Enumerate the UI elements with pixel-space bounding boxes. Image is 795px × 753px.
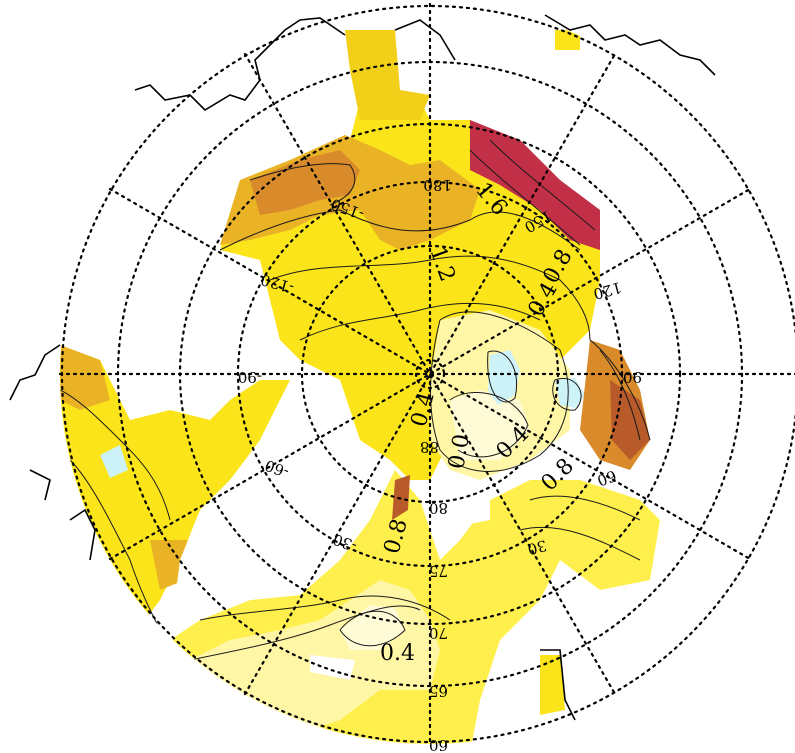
contour-lines (60, 139, 651, 661)
fill-atlantic-min (340, 605, 405, 650)
longitude-label-m90: -90 (238, 368, 262, 386)
contour-line (489, 139, 596, 231)
coastline (540, 649, 576, 721)
meridian-30 (243, 52, 617, 696)
meridian-60 (108, 187, 752, 561)
latitude-labels: 88 80 75 70 65 60 (420, 438, 448, 753)
longitude-label-90: 90 (623, 368, 642, 386)
longitude-labels: -150 180 150 -120 120 -90 90 -60 60 -30 … (238, 176, 642, 558)
coastline (134, 17, 346, 112)
coastline (9, 344, 61, 401)
contour-line (469, 149, 581, 246)
latitude-label: 65 (429, 682, 448, 700)
contour-line (552, 377, 582, 411)
coastlines (9, 14, 716, 721)
contour-label: 0.0 (444, 432, 475, 471)
contour-line (529, 495, 641, 521)
meridians (58, 2, 795, 746)
contour-line (449, 392, 529, 458)
latitude-label: 80 (429, 499, 448, 517)
contour-line (589, 339, 651, 441)
latitude-label: 70 (429, 624, 448, 642)
contour-line (69, 459, 161, 631)
contour-line (599, 349, 641, 441)
contour-line (299, 302, 541, 341)
latitude-label: 88 (420, 438, 439, 456)
meridian-120 (108, 187, 752, 561)
nodata-hole-2 (460, 490, 490, 525)
contour-line (189, 605, 421, 661)
fill-siberia-deep (250, 150, 360, 215)
latitude-label: 60 (429, 736, 448, 753)
longitude-label-60: 60 (595, 466, 619, 489)
longitude-label-30: 30 (526, 536, 549, 558)
contour-line (199, 595, 451, 621)
fill-sw-coast-deep (392, 475, 410, 520)
nodata-hole-3 (310, 655, 355, 680)
fill-top-strip (345, 30, 430, 120)
fill-top-right-dot (555, 30, 580, 50)
coastline (394, 19, 456, 61)
contour-line (219, 209, 581, 251)
contour-fill-layer (60, 30, 660, 744)
fill-west-orange (60, 345, 110, 410)
meridian-150 (243, 52, 617, 696)
contour-line (487, 350, 517, 403)
coastline (69, 508, 96, 561)
nodata-greenland (170, 370, 395, 640)
contour-line (269, 255, 591, 341)
longitude-label-180: 180 (423, 176, 452, 194)
contour-label: 0.4 (380, 641, 415, 666)
fill-west-cyan (100, 445, 128, 478)
contour-line (249, 163, 356, 206)
contour-line (60, 389, 171, 521)
contour-line (430, 311, 569, 472)
latitude-label: 75 (429, 562, 448, 580)
coastline (544, 14, 716, 76)
fill-bottom-right-strip (540, 655, 565, 715)
coastline (29, 469, 51, 501)
contour-line (519, 526, 641, 561)
